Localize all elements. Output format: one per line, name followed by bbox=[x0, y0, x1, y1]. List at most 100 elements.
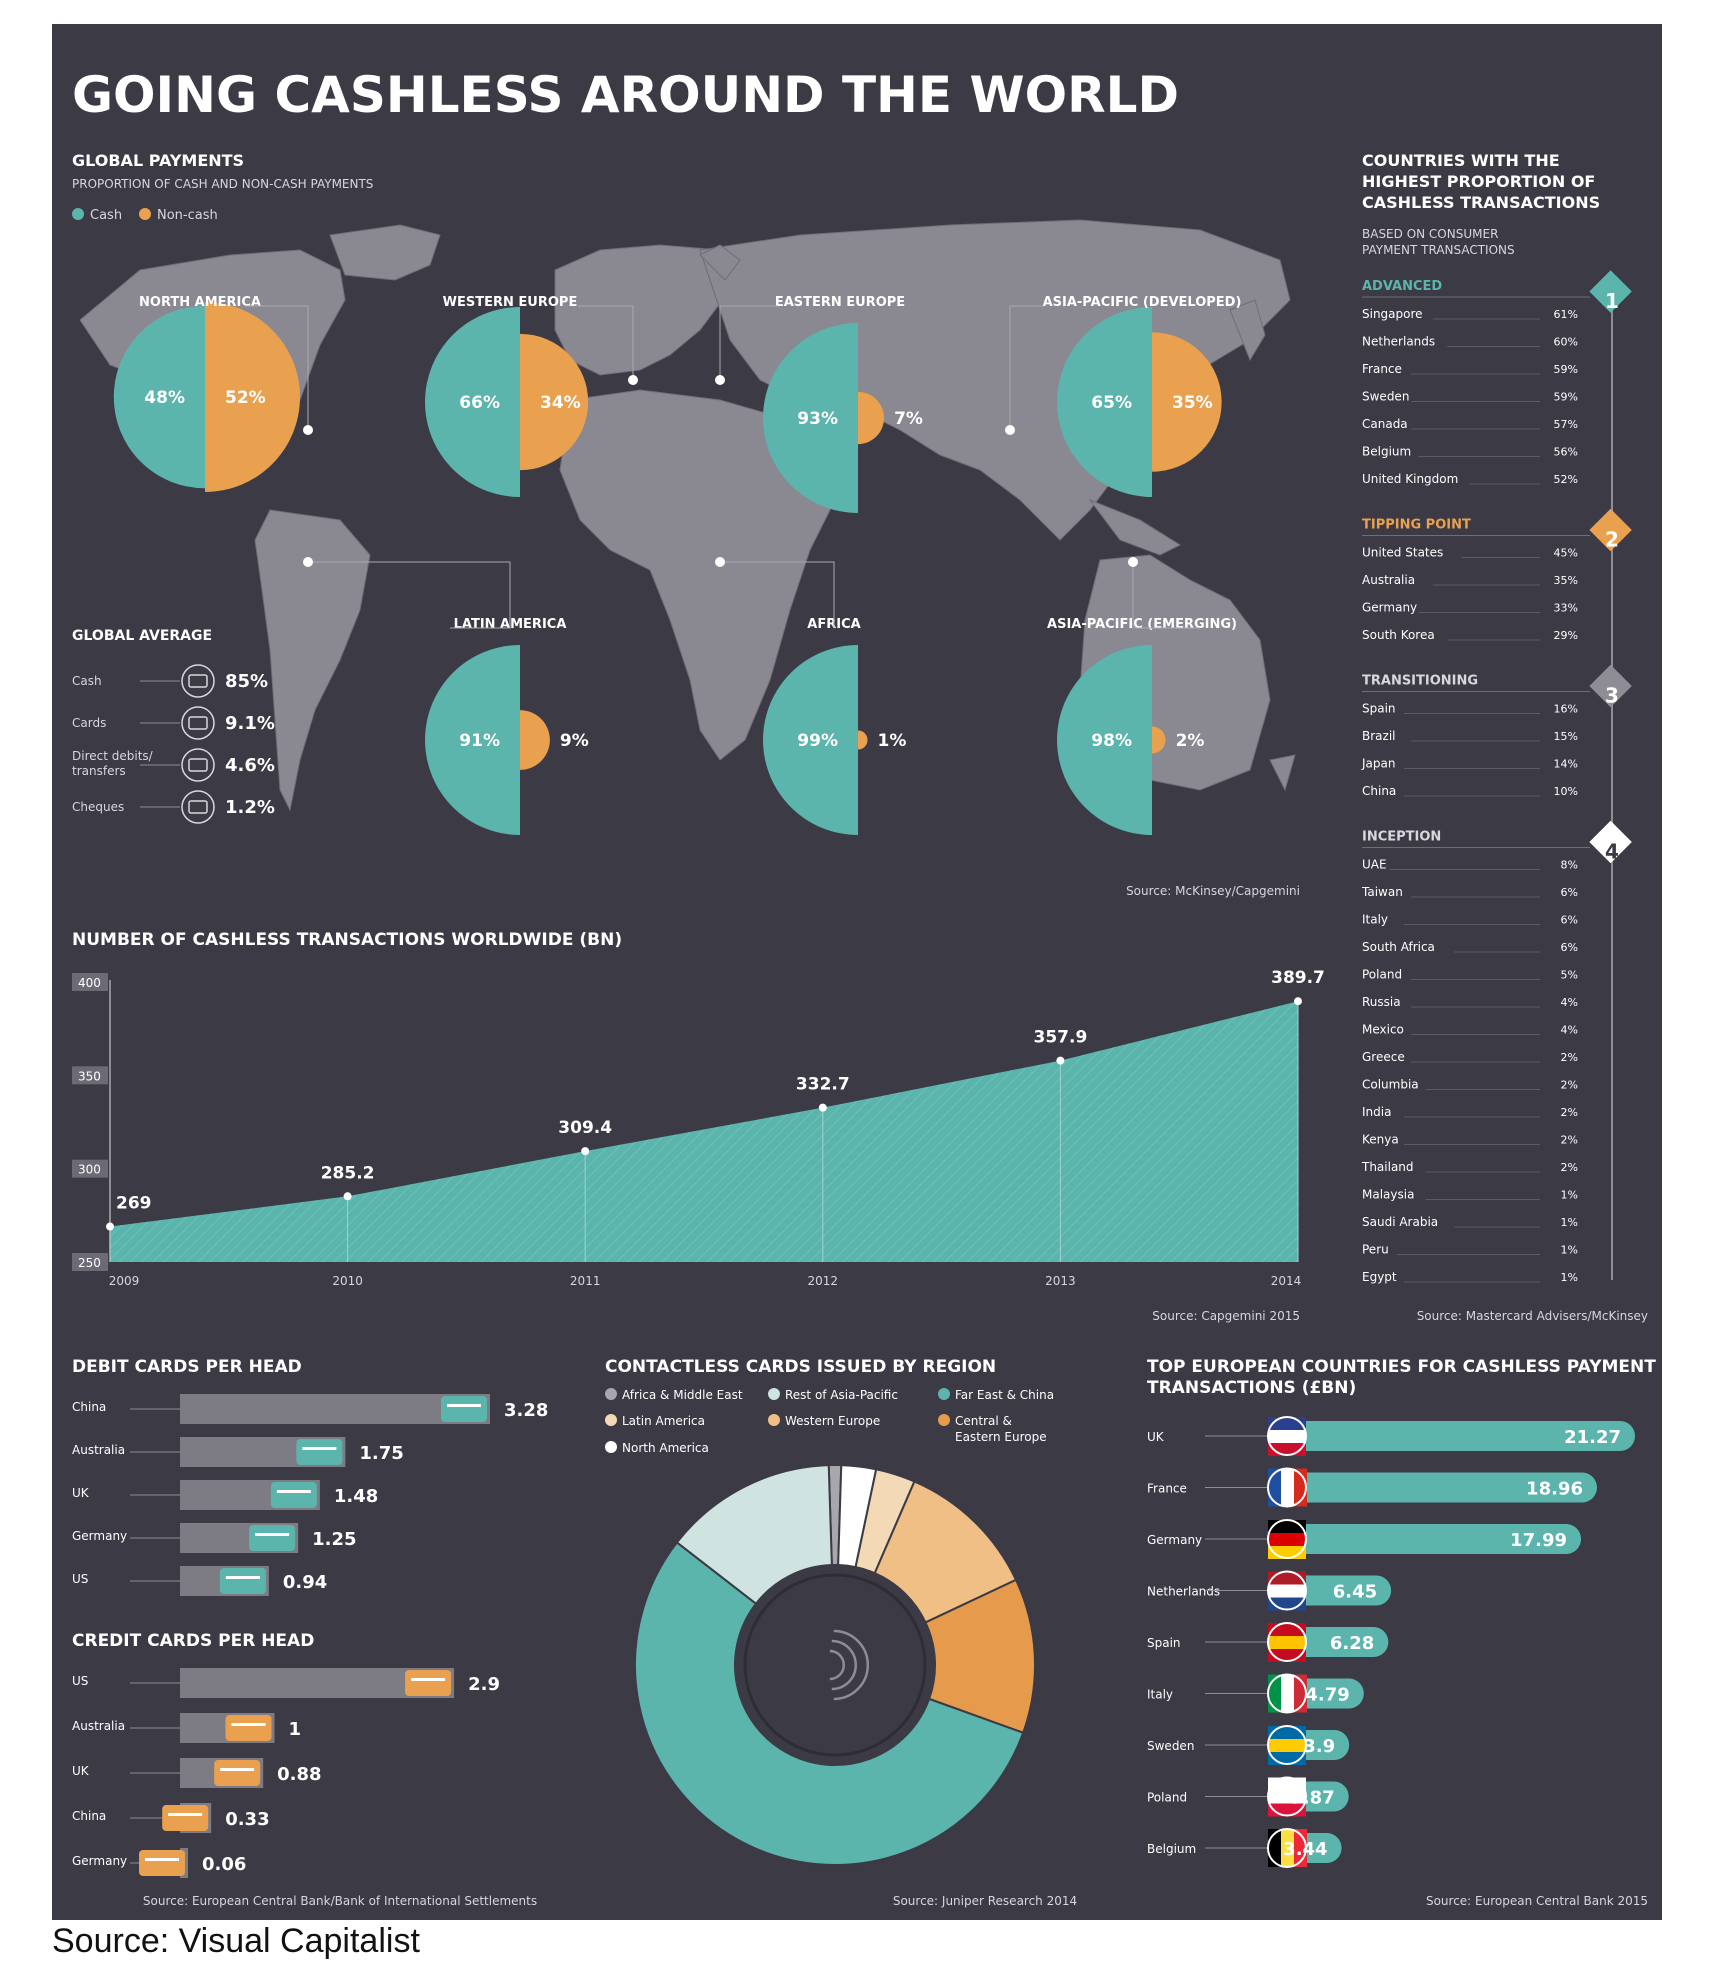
ranking-value: 6% bbox=[1561, 914, 1578, 927]
noncash-value-label: 9% bbox=[560, 731, 589, 751]
data-point bbox=[343, 1192, 352, 1201]
credit-bar-row: US 2.9 bbox=[72, 1668, 500, 1698]
global-average-row: Cheques 1.2% bbox=[72, 790, 275, 824]
noncash-half bbox=[520, 333, 589, 471]
y-tick-label: 400 bbox=[78, 976, 101, 990]
land-shape-2 bbox=[254, 509, 371, 812]
donut-legend-label: Central & bbox=[955, 1414, 1012, 1428]
region-pie-1: 66% 34% WESTERN EUROPE bbox=[425, 295, 638, 497]
ranking-value: 2% bbox=[1561, 1051, 1578, 1064]
donut-legend-swatch bbox=[605, 1388, 617, 1400]
ranking-value: 56% bbox=[1554, 446, 1578, 459]
ranking-country: Canada bbox=[1362, 417, 1408, 431]
global-average-label: transfers bbox=[72, 764, 126, 778]
credit-value-label: 0.06 bbox=[202, 1854, 246, 1875]
group-badge-number: 2 bbox=[1605, 528, 1619, 552]
cash-half bbox=[1057, 307, 1152, 497]
flag-ring bbox=[1267, 1828, 1307, 1868]
ranking-group: TRANSITIONING 3 Spain 16% Brazil 15% Japan 14% C… bbox=[1361, 664, 1632, 798]
flag-ring bbox=[1267, 1570, 1307, 1611]
noncash-value-label: 34% bbox=[540, 393, 581, 413]
flag-band bbox=[1281, 1829, 1294, 1867]
ranking-country: Singapore bbox=[1362, 307, 1423, 321]
donut-inner-ring bbox=[743, 1573, 927, 1757]
cash-value-label: 98% bbox=[1091, 731, 1132, 751]
region-pie-4: 91% 9%LATIN AMERICA bbox=[303, 557, 589, 835]
region-name: EASTERN EUROPE bbox=[775, 295, 905, 310]
noncash-value-label: 7% bbox=[894, 409, 923, 429]
legend-cash-swatch bbox=[72, 208, 84, 220]
ranking-country: United States bbox=[1362, 546, 1443, 560]
credit-category-label: Germany bbox=[72, 1854, 127, 1868]
donut-legend-swatch bbox=[605, 1441, 617, 1453]
debit-title: DEBIT CARDS PER HEAD bbox=[72, 1357, 302, 1377]
europe-country-label: France bbox=[1147, 1482, 1187, 1496]
location-dot bbox=[303, 557, 313, 567]
cash-value-label: 65% bbox=[1091, 393, 1132, 413]
europe-bar-row: France 18.96 bbox=[1147, 1467, 1597, 1508]
donut-legend-swatch bbox=[768, 1414, 780, 1426]
data-value-label: 285.2 bbox=[321, 1163, 375, 1183]
flag-band bbox=[1281, 1468, 1294, 1507]
ranking-subheading: PAYMENT TRANSACTIONS bbox=[1362, 243, 1515, 257]
noncash-value-label: 35% bbox=[1172, 393, 1213, 413]
card-stripe bbox=[220, 1768, 255, 1771]
data-value-label: 332.7 bbox=[796, 1075, 850, 1095]
group-badge-number: 1 bbox=[1605, 289, 1619, 313]
card-icon bbox=[441, 1396, 487, 1422]
europe-title: TOP EUROPEAN COUNTRIES FOR CASHLESS PAYM… bbox=[1147, 1357, 1656, 1377]
europe-value-label: 4.79 bbox=[1305, 1685, 1349, 1706]
data-value-label: 309.4 bbox=[558, 1118, 612, 1138]
map-source: Source: McKinsey/Capgemini bbox=[1126, 884, 1300, 898]
land-shape-7 bbox=[1088, 498, 1182, 556]
debit-value-label: 0.94 bbox=[283, 1572, 327, 1593]
card-stripe bbox=[168, 1813, 203, 1816]
global-average-value: 4.6% bbox=[225, 755, 275, 776]
europe-value-label: 6.28 bbox=[1330, 1633, 1374, 1654]
europe-bar bbox=[1285, 1575, 1392, 1606]
global-average-value: 85% bbox=[225, 671, 268, 692]
contactless-icon bbox=[833, 1629, 870, 1701]
ranking-value: 57% bbox=[1554, 418, 1578, 431]
location-dot bbox=[1005, 425, 1015, 435]
cash-icon-glyph bbox=[188, 674, 208, 688]
ranking-value: 35% bbox=[1554, 574, 1578, 587]
europe-value-label: 21.27 bbox=[1564, 1427, 1621, 1448]
region-name: ASIA-PACIFIC (EMERGING) bbox=[1047, 617, 1237, 632]
europe-bar bbox=[1285, 1627, 1389, 1657]
ranking-group: TIPPING POINT 2 United States 45% Australia 3… bbox=[1362, 508, 1632, 642]
area-chart-source: Source: Capgemini 2015 bbox=[1152, 1309, 1300, 1323]
global-average-value: 9.1% bbox=[225, 713, 275, 734]
credit-bar-row: Germany 0.06 bbox=[72, 1848, 246, 1878]
noncash-value-label: 2% bbox=[1176, 731, 1205, 751]
global-average-row: Cards 9.1% bbox=[72, 706, 275, 740]
donut-source: Source: Juniper Research 2014 bbox=[893, 1894, 1077, 1908]
land-shape-9 bbox=[1269, 754, 1296, 792]
ranking-subheading: BASED ON CONSUMER bbox=[1362, 227, 1498, 241]
cash-icon bbox=[181, 664, 215, 698]
leader-line bbox=[578, 305, 634, 380]
cash-value-label: 48% bbox=[144, 388, 185, 408]
europe-bar-row: UK 21.27 bbox=[1147, 1416, 1635, 1456]
ranking-country: United Kingdom bbox=[1362, 472, 1458, 486]
cash-value-label: 91% bbox=[459, 731, 500, 751]
ranking-country: South Korea bbox=[1362, 628, 1435, 642]
credit-category-label: UK bbox=[72, 1764, 90, 1778]
ranking-country: Russia bbox=[1362, 995, 1401, 1009]
global-average-label: Direct debits/ bbox=[72, 749, 154, 763]
ranking-country: Mexico bbox=[1362, 1023, 1404, 1037]
ranking-country: Egypt bbox=[1362, 1270, 1397, 1284]
global-average-heading: GLOBAL AVERAGE bbox=[72, 628, 212, 644]
europe-value-label: 3.9 bbox=[1303, 1736, 1335, 1757]
credit-bar-row: UK 0.88 bbox=[72, 1758, 322, 1788]
europe-bar bbox=[1285, 1524, 1582, 1554]
global-average-label: Cheques bbox=[72, 800, 124, 814]
region-pie-0: 48% 52% NORTH AMERICA bbox=[113, 295, 313, 492]
main-title: GOING CASHLESS AROUND THE WORLD bbox=[72, 66, 1179, 124]
cash-half bbox=[763, 323, 858, 513]
ranking-group: ADVANCED 1 Singapore 61% Netherlands 60% Franc… bbox=[1362, 270, 1632, 486]
donut-legend-label: North America bbox=[622, 1441, 709, 1455]
card-stripe bbox=[231, 1723, 266, 1726]
credit-value-label: 0.33 bbox=[225, 1809, 269, 1830]
contactless-icon bbox=[831, 1639, 857, 1691]
